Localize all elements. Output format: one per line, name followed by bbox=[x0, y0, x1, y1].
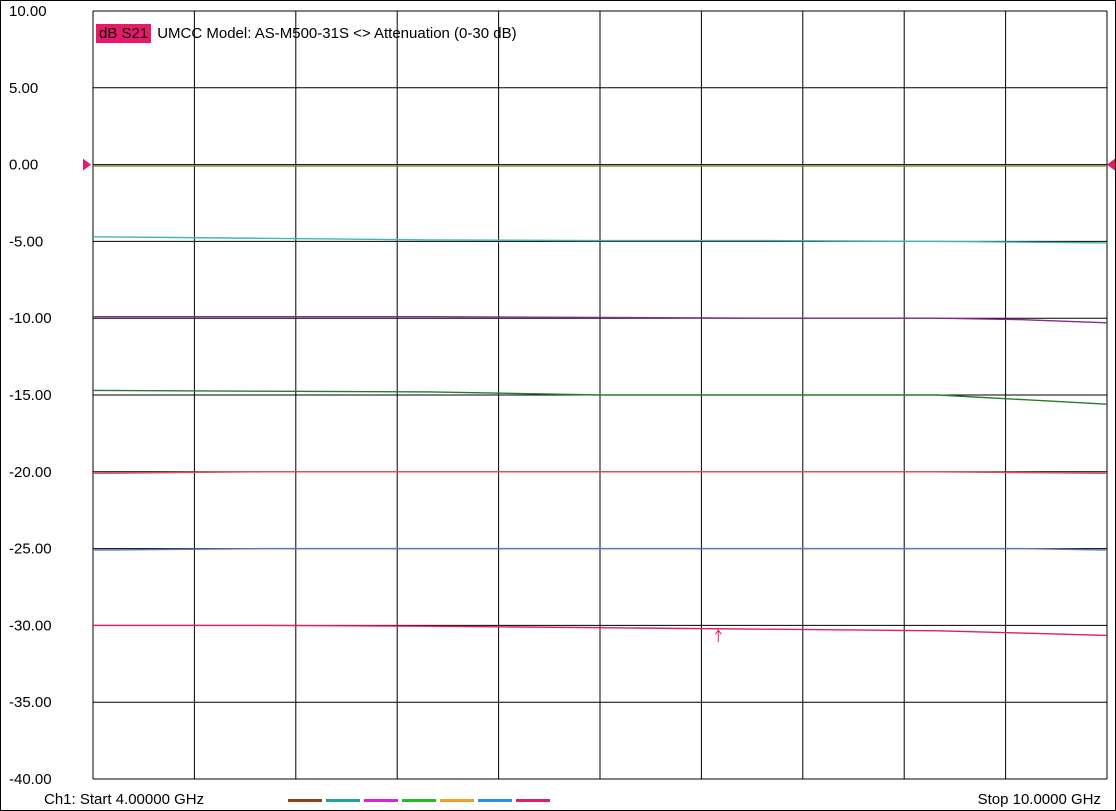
start-frequency-label: Ch1: Start 4.00000 GHz bbox=[44, 791, 205, 808]
marker-arrow bbox=[714, 629, 722, 643]
y-tick-label: -5.00 bbox=[9, 233, 43, 250]
chart-title-bar: dB S21 UMCC Model: AS-M500-31S <> Attenu… bbox=[96, 22, 517, 44]
legend-swatch-4 bbox=[402, 799, 436, 802]
legend-swatch-2 bbox=[326, 799, 360, 802]
legend-swatch-3 bbox=[364, 799, 398, 802]
y-tick-label: -30.00 bbox=[9, 617, 52, 634]
chart-title: UMCC Model: AS-M500-31S <> Attenuation (… bbox=[157, 24, 517, 42]
trace-line-7 bbox=[93, 624, 1108, 637]
y-tick-label: -10.00 bbox=[9, 310, 52, 327]
trace-line-5 bbox=[92, 471, 1108, 474]
legend-swatch-6 bbox=[478, 799, 512, 802]
y-tick-label: -15.00 bbox=[9, 387, 52, 404]
trace-line-4 bbox=[92, 389, 1108, 405]
y-tick-label: -35.00 bbox=[9, 694, 52, 711]
reference-marker-right bbox=[1107, 158, 1115, 171]
y-axis-tick-labels: 10.00 5.00 0.00 -5.00 -10.00 -15.00 -20.00 -25.… bbox=[9, 3, 52, 788]
status-footer: Ch1: Start 4.00000 GHz Stop 10.0000 GHz bbox=[1, 789, 1115, 810]
legend-swatch-1 bbox=[288, 799, 322, 802]
reference-markers bbox=[83, 158, 1115, 171]
traces bbox=[92, 165, 1108, 643]
reference-marker-left bbox=[83, 158, 91, 171]
y-tick-label: 0.00 bbox=[9, 157, 38, 174]
y-tick-label: 10.00 bbox=[9, 3, 47, 20]
legend-swatch-5 bbox=[440, 799, 474, 802]
y-tick-label: -20.00 bbox=[9, 464, 52, 481]
plot-area: 10.00 5.00 0.00 -5.00 -10.00 -15.00 -20.00 -25.… bbox=[9, 3, 1115, 788]
y-tick-label: 5.00 bbox=[9, 80, 38, 97]
measurement-badge[interactable]: dB S21 bbox=[96, 23, 152, 43]
trace-line-6 bbox=[92, 547, 1108, 551]
trace-line-3 bbox=[93, 316, 1108, 324]
trace-line-2 bbox=[92, 236, 1108, 244]
y-tick-label: -40.00 bbox=[9, 771, 52, 788]
legend-swatch-7 bbox=[516, 799, 550, 802]
y-tick-label: -25.00 bbox=[9, 541, 52, 558]
trace-color-legend bbox=[288, 799, 554, 802]
stop-frequency-label: Stop 10.0000 GHz bbox=[977, 791, 1101, 808]
